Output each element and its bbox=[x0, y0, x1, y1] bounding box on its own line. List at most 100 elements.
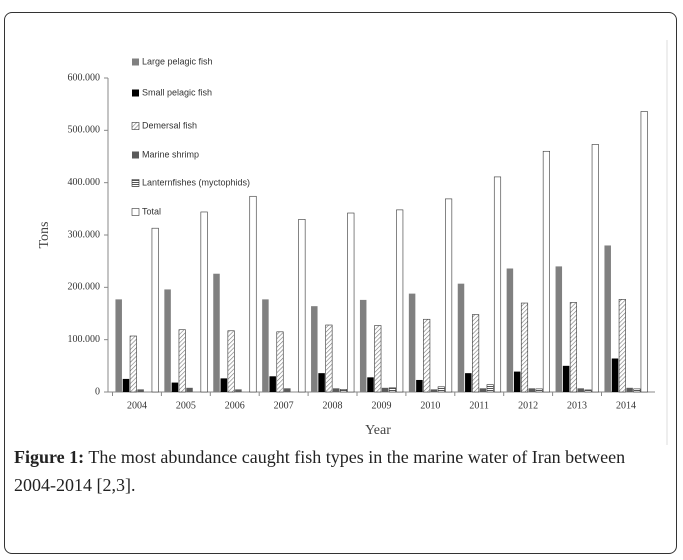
bar bbox=[200, 211, 208, 393]
bar bbox=[367, 377, 374, 392]
bar bbox=[388, 387, 396, 393]
y-axis-title: Tons bbox=[37, 221, 52, 248]
bar bbox=[347, 212, 355, 393]
bar bbox=[276, 331, 284, 393]
legend-swatch bbox=[132, 151, 139, 159]
figure-box bbox=[4, 12, 677, 554]
bar bbox=[115, 299, 122, 392]
bar bbox=[465, 373, 472, 392]
bar bbox=[396, 209, 404, 393]
x-tick-label: 2008 bbox=[323, 400, 343, 411]
bar bbox=[129, 335, 137, 393]
bar bbox=[535, 388, 543, 393]
bar bbox=[137, 389, 144, 392]
bar bbox=[332, 388, 340, 392]
y-tick-label: 200.000 bbox=[68, 282, 101, 293]
x-tick-label: 2006 bbox=[225, 400, 245, 411]
bar bbox=[408, 293, 416, 392]
bar bbox=[542, 150, 550, 393]
bar bbox=[528, 388, 536, 392]
chart: Tons Year 0 100.000 200.000 300.000 400.000 5… bbox=[37, 40, 668, 445]
y-tick-label: 400.000 bbox=[68, 177, 101, 188]
x-tick-label: 2005 bbox=[176, 400, 196, 411]
x-axis-title: Year bbox=[365, 423, 391, 438]
bar bbox=[269, 376, 276, 392]
bar bbox=[445, 198, 453, 393]
x-tick-label: 2009 bbox=[371, 400, 391, 411]
legend-label: Large pelagic fish bbox=[142, 56, 213, 66]
y-tick-label: 0 bbox=[95, 386, 100, 397]
y-tick-label: 100.000 bbox=[68, 334, 101, 345]
bar bbox=[171, 382, 179, 392]
bar bbox=[249, 195, 257, 393]
bar bbox=[640, 111, 648, 393]
x-tick-label: 2012 bbox=[518, 400, 538, 411]
bar bbox=[591, 144, 599, 393]
legend-label: Small pelagic fish bbox=[142, 87, 212, 97]
bar bbox=[164, 289, 171, 392]
bar bbox=[486, 384, 494, 393]
bar bbox=[506, 268, 514, 392]
bar bbox=[311, 306, 318, 392]
bar bbox=[220, 378, 228, 392]
bar bbox=[437, 386, 445, 393]
legend-swatch bbox=[131, 179, 140, 187]
bar bbox=[374, 325, 382, 393]
caption-label: Figure 1: bbox=[14, 447, 85, 467]
legend-label: Demersal fish bbox=[142, 120, 197, 130]
legend-swatch bbox=[131, 122, 140, 130]
bar bbox=[611, 358, 619, 392]
bar bbox=[235, 389, 242, 392]
bar bbox=[584, 389, 592, 393]
bar bbox=[626, 387, 633, 392]
bar bbox=[423, 318, 431, 393]
legend-label: Marine shrimp bbox=[142, 149, 199, 159]
caption-text: The most abundance caught fish types in … bbox=[14, 447, 626, 495]
bar bbox=[513, 371, 521, 392]
bar bbox=[359, 299, 367, 392]
bar bbox=[339, 389, 348, 393]
bar bbox=[457, 283, 465, 392]
bar bbox=[298, 219, 306, 393]
bar bbox=[569, 302, 577, 393]
bar bbox=[122, 378, 130, 392]
legend-label: Lanternfishes (myctophids) bbox=[142, 177, 250, 187]
x-tick-label: 2011 bbox=[469, 400, 489, 411]
bar bbox=[562, 365, 570, 392]
bar bbox=[633, 388, 641, 393]
bar bbox=[520, 302, 529, 393]
bar bbox=[178, 329, 186, 393]
bar bbox=[262, 299, 269, 392]
x-tick-label: 2004 bbox=[127, 400, 147, 411]
bar bbox=[325, 324, 333, 393]
bar bbox=[227, 330, 235, 393]
bar bbox=[493, 176, 502, 393]
x-tick-label: 2014 bbox=[616, 400, 636, 411]
legend-swatch bbox=[132, 89, 139, 97]
bar bbox=[577, 388, 584, 392]
bar bbox=[381, 387, 389, 392]
bar bbox=[186, 387, 193, 392]
y-tick-label: 500.000 bbox=[68, 125, 101, 136]
x-tick-label: 2010 bbox=[420, 400, 440, 411]
bar bbox=[604, 245, 611, 392]
bar bbox=[472, 314, 480, 393]
bar bbox=[430, 389, 438, 392]
y-tick-label: 600.000 bbox=[68, 72, 101, 83]
bar bbox=[318, 373, 325, 392]
legend-swatch bbox=[131, 208, 140, 216]
x-tick-label: 2007 bbox=[274, 400, 294, 411]
bar bbox=[618, 299, 626, 393]
x-tick-label: 2013 bbox=[567, 400, 587, 411]
bar bbox=[479, 388, 487, 392]
bar bbox=[284, 388, 291, 392]
caption: Figure 1: The most abundance caught fish… bbox=[14, 443, 669, 499]
bar bbox=[416, 379, 423, 392]
legend-label: Total bbox=[142, 206, 161, 216]
bar bbox=[151, 227, 159, 393]
bar bbox=[555, 266, 563, 392]
legend-swatch bbox=[132, 58, 139, 66]
bar bbox=[213, 273, 220, 392]
y-tick-label: 300.000 bbox=[68, 229, 101, 240]
